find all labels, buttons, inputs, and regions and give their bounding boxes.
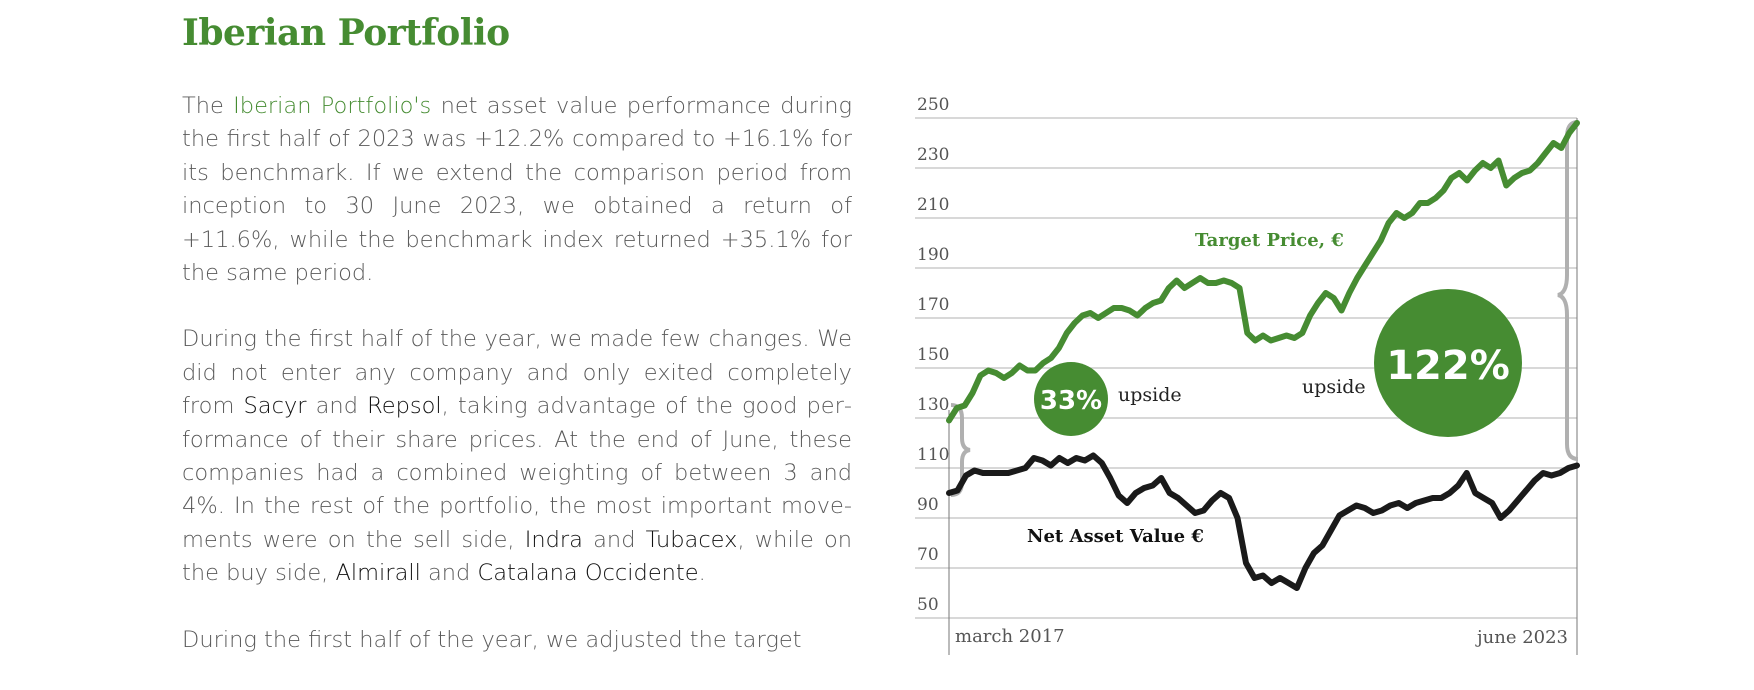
company-name: Repsol [367,393,442,420]
body-text: and [306,393,368,420]
y-tick-label: 50 [917,595,939,615]
performance-chart: 250 230 210 190 170 150 130 110 90 70 50 march 201… [915,95,1580,655]
article-body: The Iberian Portfolio's net asset value … [182,90,852,690]
company-name: Tubacex [645,526,738,553]
y-tick-label: 250 [917,95,949,115]
y-tick-label: 90 [917,495,939,515]
body-text: During the first half of the year, we ad… [182,626,802,653]
upside-33-value: 33% [1040,386,1102,416]
target-price-line [946,120,1580,424]
body-text: and [420,560,478,587]
company-name: Sacyr [243,393,307,420]
y-tick-label: 110 [917,445,949,465]
y-tick-label: 190 [917,245,949,265]
highlight-text: Iberian Portfolio's [233,93,432,119]
y-tick-label: 150 [917,345,949,365]
target-price-label: Target Price, € [1195,230,1344,251]
company-name: Indra [524,526,583,553]
y-tick-label: 130 [917,395,949,415]
body-text: , taking advantage of the good per­forma… [182,393,852,553]
y-tick-label: 70 [917,545,939,565]
paragraph: During the first half of the year, we ma… [182,323,852,590]
y-tick-label: 230 [917,145,949,165]
upside-33-label: upside [1118,384,1182,406]
company-name: Almirall [335,560,421,587]
nav-label: Net Asset Value € [1027,526,1204,547]
upside-122-label: upside [1302,376,1366,398]
body-text: . [698,560,706,587]
upside-33-bubble [1034,362,1108,436]
paragraph: During the first half of the year, we ad… [182,624,852,657]
y-tick-label: 210 [917,195,949,215]
bracket-end [1557,120,1579,461]
body-text: net asset value performance du­ring the … [182,93,853,287]
x-label-end: june 2023 [1475,627,1568,648]
body-text: , while on the buy side, [182,526,852,587]
body-text: The [182,93,234,119]
company-name: Catalana Occidente [477,560,699,587]
page-title: Iberian Portfolio [182,12,510,54]
upside-122-bubble [1374,289,1522,437]
net-asset-value-line [946,452,1580,591]
y-axis-ticks: 250 230 210 190 170 150 130 110 90 70 50 [917,95,949,615]
x-label-start: march 2017 [955,626,1065,647]
body-text: and [582,526,646,553]
paragraph: The Iberian Portfolio's net asset value … [182,90,852,290]
y-tick-label: 170 [917,295,949,315]
upside-122-value: 122% [1386,343,1510,389]
body-text: During the first half of the year, we ma… [182,326,852,420]
